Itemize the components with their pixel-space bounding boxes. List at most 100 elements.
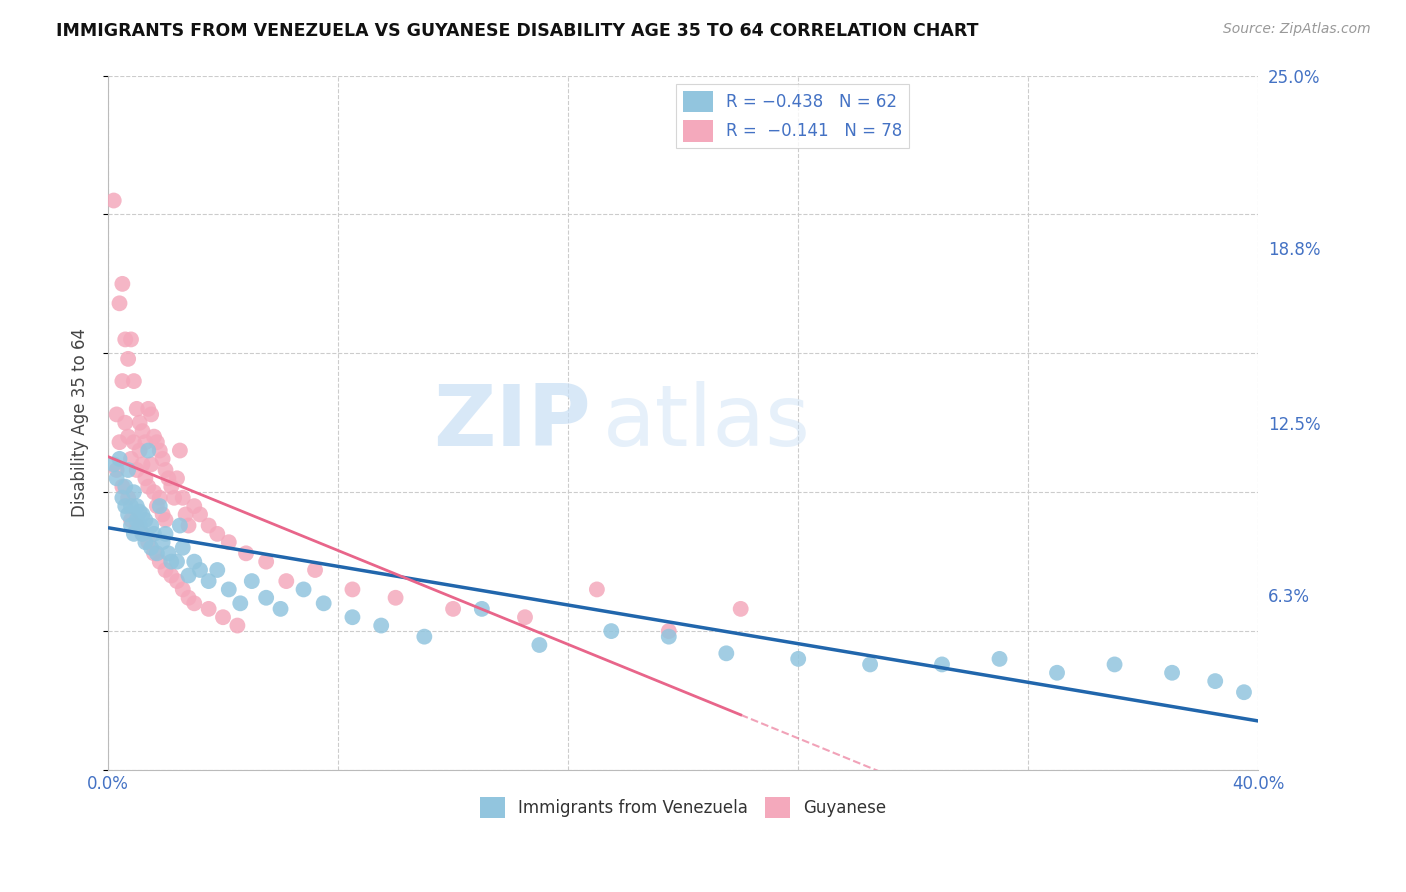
Text: atlas: atlas: [603, 381, 811, 464]
Point: [197, 518, 219, 533]
Point: [658, 630, 681, 644]
Point: [155, 513, 177, 527]
Point: [117, 508, 139, 522]
Point: [105, 471, 128, 485]
Point: [172, 541, 194, 555]
Point: [125, 401, 148, 416]
Point: [149, 491, 172, 505]
Point: [120, 513, 142, 527]
Point: [413, 630, 436, 644]
Point: [529, 638, 551, 652]
Point: [152, 451, 174, 466]
Point: [254, 555, 277, 569]
Point: [146, 435, 169, 450]
Point: [276, 574, 298, 588]
Point: [134, 535, 156, 549]
Point: [131, 527, 153, 541]
Point: [134, 435, 156, 450]
Point: [197, 574, 219, 588]
Point: [384, 591, 406, 605]
Point: [174, 508, 197, 522]
Point: [342, 582, 364, 597]
Point: [120, 333, 142, 347]
Point: [177, 568, 200, 582]
Point: [125, 518, 148, 533]
Point: [160, 555, 183, 569]
Point: [197, 602, 219, 616]
Point: [155, 563, 177, 577]
Point: [183, 499, 205, 513]
Point: [177, 591, 200, 605]
Point: [207, 563, 229, 577]
Point: [120, 518, 142, 533]
Point: [149, 443, 172, 458]
Point: [1233, 685, 1256, 699]
Point: [304, 563, 326, 577]
Point: [105, 463, 128, 477]
Point: [157, 546, 180, 560]
Point: [139, 541, 162, 555]
Point: [122, 435, 145, 450]
Legend: Immigrants from Venezuela, Guyanese: Immigrants from Venezuela, Guyanese: [474, 790, 893, 824]
Point: [117, 351, 139, 366]
Point: [218, 582, 240, 597]
Point: [441, 602, 464, 616]
Point: [152, 535, 174, 549]
Point: [128, 416, 150, 430]
Point: [988, 652, 1011, 666]
Point: [155, 527, 177, 541]
Point: [188, 563, 211, 577]
Point: [134, 471, 156, 485]
Point: [143, 546, 166, 560]
Point: [146, 546, 169, 560]
Point: [117, 491, 139, 505]
Point: [218, 535, 240, 549]
Point: [183, 555, 205, 569]
Point: [117, 430, 139, 444]
Point: [166, 574, 188, 588]
Point: [1104, 657, 1126, 672]
Point: [226, 618, 249, 632]
Point: [114, 333, 136, 347]
Point: [111, 277, 134, 291]
Point: [931, 657, 953, 672]
Text: Source: ZipAtlas.com: Source: ZipAtlas.com: [1223, 22, 1371, 37]
Point: [212, 610, 235, 624]
Text: IMMIGRANTS FROM VENEZUELA VS GUYANESE DISABILITY AGE 35 TO 64 CORRELATION CHART: IMMIGRANTS FROM VENEZUELA VS GUYANESE DI…: [56, 22, 979, 40]
Point: [103, 458, 125, 472]
Point: [183, 596, 205, 610]
Point: [207, 527, 229, 541]
Point: [122, 374, 145, 388]
Point: [658, 624, 681, 639]
Point: [1204, 674, 1226, 689]
Point: [114, 480, 136, 494]
Point: [143, 527, 166, 541]
Point: [163, 491, 186, 505]
Point: [131, 527, 153, 541]
Point: [117, 463, 139, 477]
Point: [166, 471, 188, 485]
Point: [716, 646, 738, 660]
Point: [122, 527, 145, 541]
Point: [160, 568, 183, 582]
Point: [128, 443, 150, 458]
Point: [730, 602, 752, 616]
Point: [136, 535, 159, 549]
Point: [270, 602, 292, 616]
Point: [139, 458, 162, 472]
Point: [235, 546, 257, 560]
Point: [136, 401, 159, 416]
Point: [169, 443, 191, 458]
Point: [160, 480, 183, 494]
Point: [134, 513, 156, 527]
Point: [172, 582, 194, 597]
Point: [128, 505, 150, 519]
Point: [292, 582, 315, 597]
Point: [254, 591, 277, 605]
Point: [166, 555, 188, 569]
Y-axis label: Disability Age 35 to 64: Disability Age 35 to 64: [72, 328, 89, 517]
Point: [120, 451, 142, 466]
Point: [111, 480, 134, 494]
Text: ZIP: ZIP: [433, 381, 591, 464]
Point: [1046, 665, 1069, 680]
